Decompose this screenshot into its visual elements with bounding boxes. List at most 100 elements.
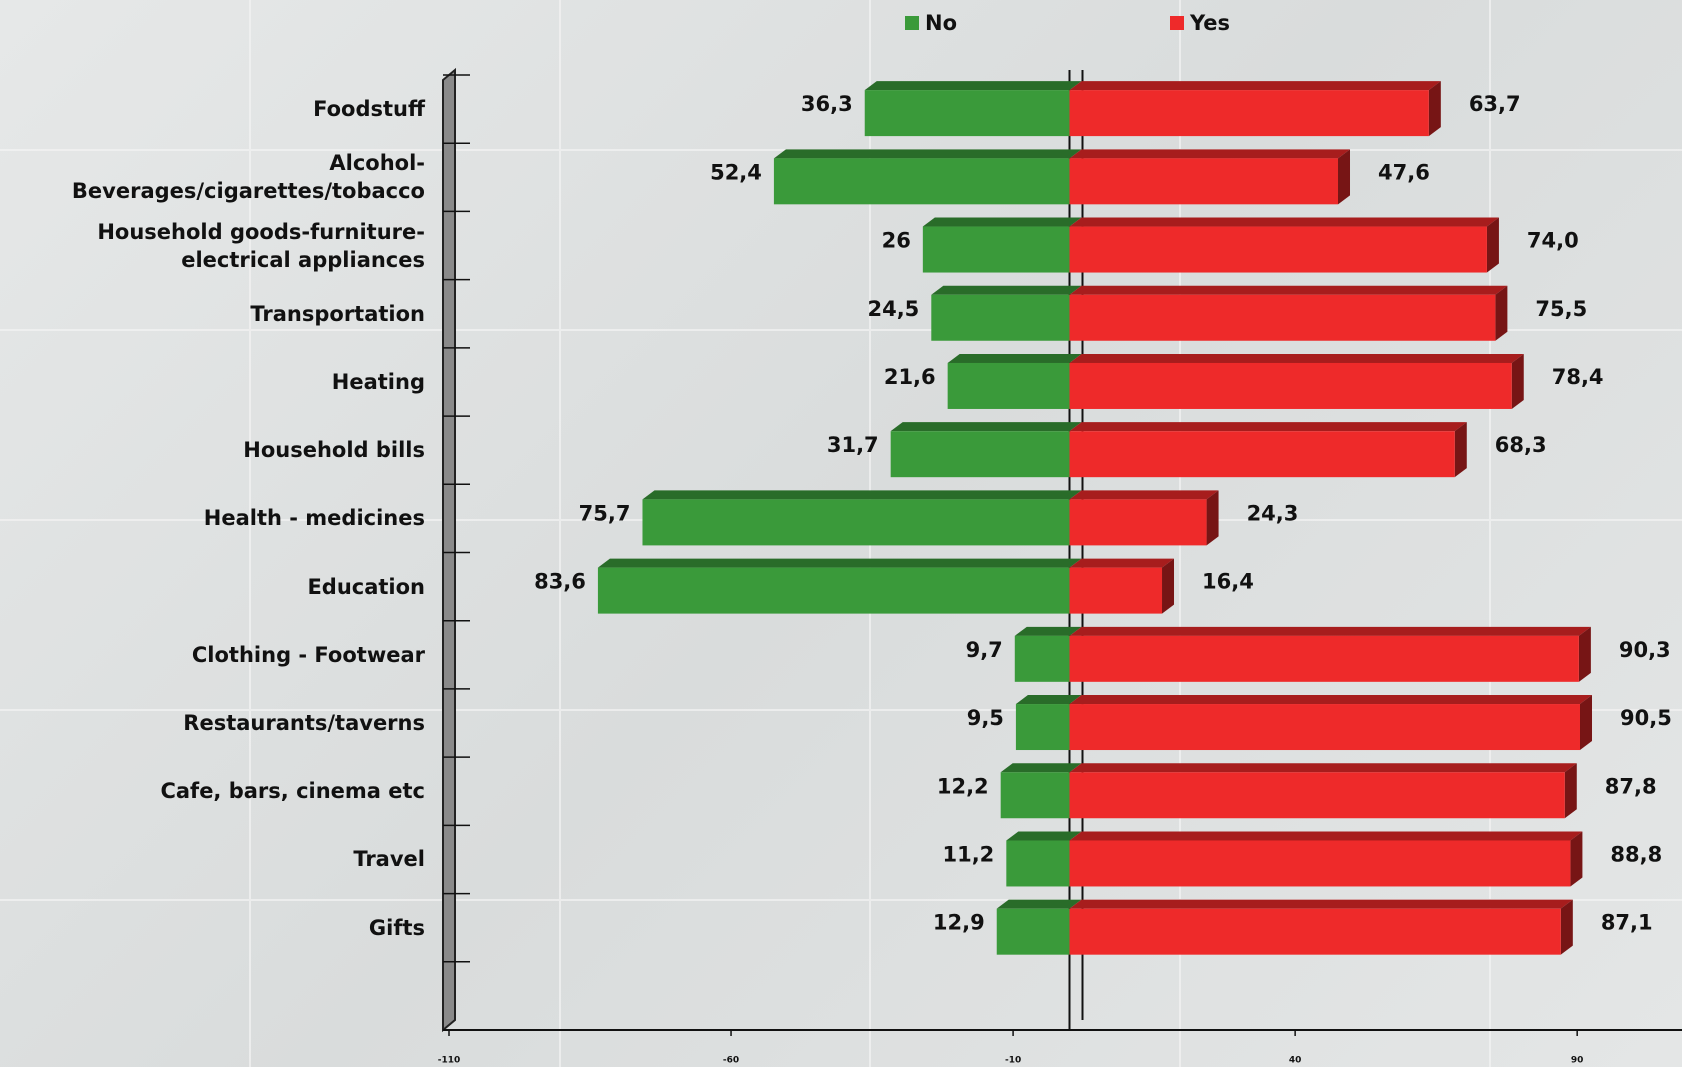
legend-swatch (1170, 16, 1184, 30)
bar (1069, 635, 1579, 682)
bar-top (1014, 626, 1082, 636)
bar (890, 431, 1070, 478)
y-tick-label: Household goods-furniture- electrical ap… (97, 219, 425, 272)
data-label: 52,4 (710, 160, 762, 184)
bar-top (1069, 217, 1499, 227)
x-tick-label: -60 (723, 1056, 739, 1066)
bar-side (1454, 422, 1467, 478)
data-label: 16,4 (1202, 570, 1254, 594)
bar (1069, 226, 1487, 273)
bar (1000, 772, 1070, 819)
y-tick-label: Gifts (368, 915, 425, 940)
data-label: 63,7 (1469, 92, 1521, 116)
data-label: 26 (882, 229, 911, 253)
data-label: 87,1 (1601, 911, 1653, 935)
bar-side (1580, 695, 1593, 751)
bar-side (1162, 558, 1175, 614)
bar-top (1069, 831, 1583, 841)
bar-top (1069, 490, 1219, 500)
bar-top (1069, 626, 1591, 636)
bar-top (1069, 899, 1573, 909)
y-tick-label: Heating (331, 369, 425, 394)
bar-side (1206, 490, 1219, 546)
bar-side (1428, 81, 1441, 137)
data-label: 9,5 (967, 706, 1004, 730)
bar-side (1495, 285, 1508, 341)
data-label: 31,7 (827, 433, 879, 457)
bar (1069, 567, 1163, 614)
bar-top (996, 899, 1082, 909)
bar-top (597, 558, 1082, 568)
data-label: 88,8 (1610, 842, 1662, 866)
y-tick-label: Education (307, 574, 425, 599)
y-tick-label: Alcohol- Beverages/cigarettes/tobacco (71, 151, 425, 204)
data-label: 21,6 (884, 365, 936, 389)
bar-top (1000, 763, 1082, 773)
data-label: 90,5 (1620, 706, 1672, 730)
data-label: 24,3 (1247, 501, 1299, 525)
data-label: 68,3 (1495, 433, 1547, 457)
bar (1069, 840, 1571, 887)
bar-top (1015, 695, 1082, 705)
data-label: 78,4 (1552, 365, 1604, 389)
y-tick-label: Clothing - Footwear (191, 642, 425, 667)
x-tick-label: 90 (1571, 1056, 1584, 1066)
bar (1069, 908, 1561, 955)
data-label: 12,9 (933, 911, 985, 935)
data-label: 12,2 (937, 774, 989, 798)
data-label: 75,5 (1535, 297, 1587, 321)
x-tick-label: 40 (1289, 1056, 1302, 1066)
bar-side (1338, 149, 1351, 205)
bar-top (1069, 695, 1593, 705)
bar-top (864, 81, 1082, 91)
legend-swatch (905, 16, 919, 30)
y-tick-label: Restaurants/taverns (183, 711, 425, 736)
x-tick-label: -110 (438, 1056, 461, 1066)
data-label: 36,3 (801, 92, 853, 116)
bar-side (1578, 626, 1591, 682)
bar (1069, 294, 1496, 341)
y-tick-label: Cafe, bars, cinema etc (160, 779, 425, 804)
data-label: 74,0 (1527, 229, 1579, 253)
bar-top (1069, 285, 1508, 295)
bar-side (1570, 831, 1583, 887)
data-label: 9,7 (966, 638, 1003, 662)
bar (1015, 704, 1070, 751)
bar (996, 908, 1070, 955)
bar-top (1069, 763, 1577, 773)
bar-top (1069, 558, 1175, 568)
bar (1014, 635, 1070, 682)
bar (1069, 431, 1455, 478)
bar (1069, 90, 1429, 137)
data-label: 83,6 (534, 570, 586, 594)
y-tick-label: Health - medicines (203, 506, 425, 531)
y-tick-label: Transportation (250, 301, 425, 326)
data-label: 11,2 (942, 842, 994, 866)
bar (922, 226, 1070, 273)
bar-top (1006, 831, 1082, 841)
bar (1006, 840, 1070, 887)
bar-top (1069, 422, 1467, 432)
y-tick-label: Household bills (243, 438, 425, 463)
bar-side (1486, 217, 1499, 273)
bar-top (890, 422, 1082, 432)
bar (773, 158, 1070, 205)
bar (1069, 158, 1339, 205)
bar (1069, 499, 1207, 546)
bar-top (1069, 353, 1524, 363)
bar (1069, 772, 1565, 819)
bar (864, 90, 1070, 137)
bar (597, 567, 1070, 614)
data-label: 75,7 (579, 501, 631, 525)
data-label: 47,6 (1378, 160, 1430, 184)
data-label: 87,8 (1605, 774, 1657, 798)
bar-top (1069, 81, 1441, 91)
x-tick-label: -10 (1005, 1056, 1021, 1066)
bar-side (1560, 899, 1573, 955)
bar-side (1564, 763, 1577, 819)
bar (1069, 362, 1512, 409)
bar (947, 362, 1070, 409)
bar-top (773, 149, 1082, 159)
